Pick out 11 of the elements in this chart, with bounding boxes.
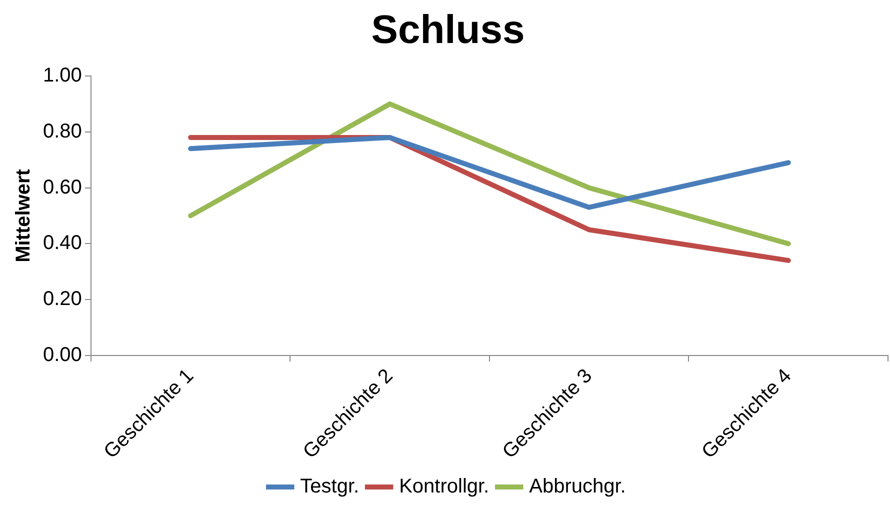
chart-title: Schluss xyxy=(371,8,525,52)
y-tick-label: 1.00 xyxy=(42,64,82,87)
y-tick-label: 0.20 xyxy=(42,288,82,310)
y-tick-label: 0.80 xyxy=(42,120,82,142)
y-tick-label: 0.60 xyxy=(42,176,82,198)
legend-label: Testgr. xyxy=(300,476,360,498)
y-tick-label: 0.40 xyxy=(42,232,82,254)
legend-label: Kontrollgr. xyxy=(399,476,490,498)
legend-label: Abbruchgr. xyxy=(529,476,626,498)
y-axis-title: Mittelwert xyxy=(12,168,35,262)
y-tick-label: 0.00 xyxy=(42,344,82,366)
